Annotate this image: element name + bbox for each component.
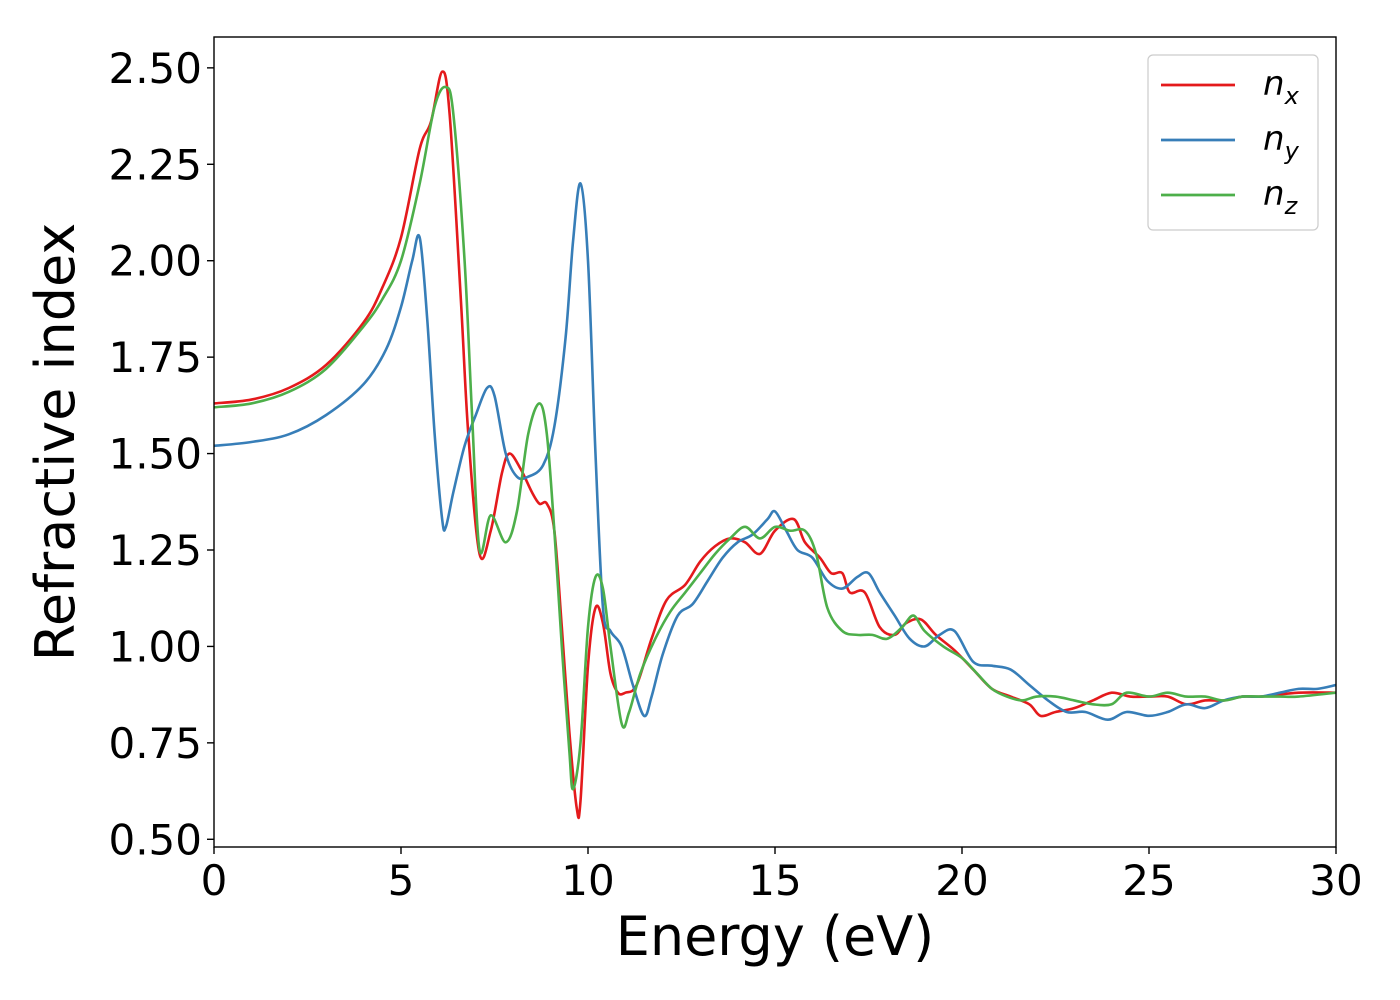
- y-tick-label: 0.50: [108, 815, 202, 864]
- x-tick-label: 30: [1309, 856, 1362, 905]
- y-tick-label: 2.25: [108, 140, 202, 189]
- series-line-n-y: [214, 182, 1336, 722]
- legend-label-x: nx: [1263, 64, 1300, 110]
- legend-label-main: n: [1263, 64, 1285, 104]
- legend-label-subscript: x: [1284, 82, 1300, 110]
- legend-label-z: nz: [1263, 174, 1299, 220]
- x-tick-label: 0: [201, 856, 228, 905]
- tick-layer: 0 5 10 15 20 25 30 0.50 0.75 1.00 1.25 1.50 1.75 2.00…: [108, 44, 1362, 905]
- legend-label-subscript: z: [1284, 192, 1299, 220]
- y-tick-label: 2.50: [108, 44, 202, 93]
- series-layer: [214, 70, 1336, 820]
- legend-label-main: n: [1263, 119, 1285, 159]
- legend-label-main: n: [1263, 174, 1285, 214]
- series-line-n-z: [214, 85, 1336, 791]
- x-axis-label: Energy (eV): [616, 905, 935, 968]
- x-tick-label: 15: [748, 856, 801, 905]
- y-tick-label: 1.50: [108, 430, 202, 479]
- legend-label-subscript: y: [1284, 137, 1300, 165]
- x-tick-label: 10: [561, 856, 614, 905]
- legend-label-y: ny: [1263, 119, 1300, 165]
- y-axis-label: Refractive index: [24, 223, 87, 662]
- x-tick-label: 20: [935, 856, 988, 905]
- x-tick-label: 5: [388, 856, 415, 905]
- y-tick-label: 1.25: [108, 526, 202, 575]
- y-tick-label: 0.75: [108, 719, 202, 768]
- x-tick-label: 25: [1122, 856, 1175, 905]
- y-tick-label: 1.00: [108, 622, 202, 671]
- y-tick-label: 2.00: [108, 237, 202, 286]
- y-tick-label: 1.75: [108, 333, 202, 382]
- legend-box: [1147, 54, 1319, 231]
